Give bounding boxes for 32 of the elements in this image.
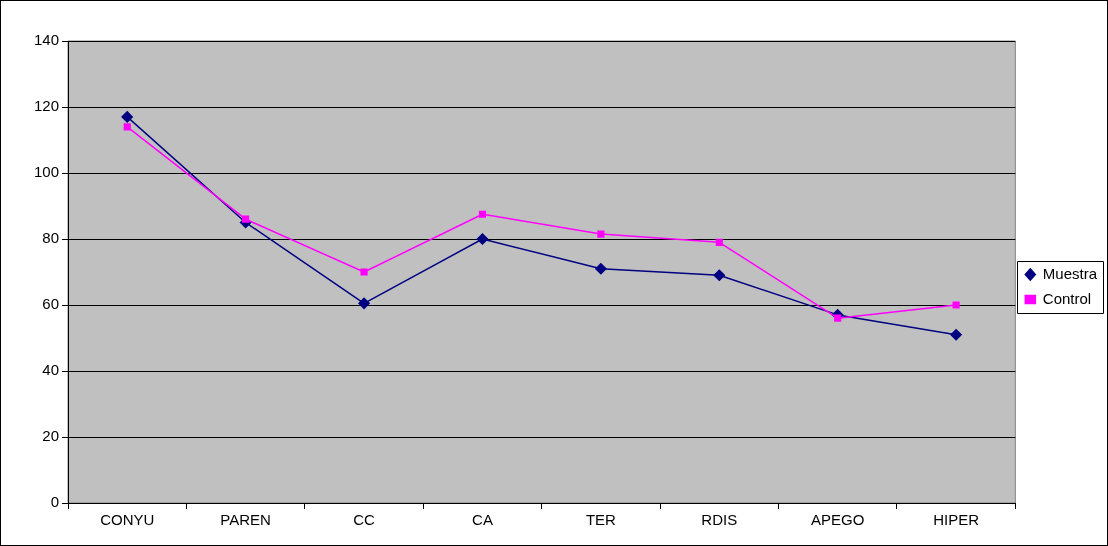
x-tick-label: HIPER	[933, 511, 980, 529]
y-tick-label: 60	[42, 295, 60, 313]
x-tick-label: APEGO	[811, 511, 865, 529]
y-tick-label: 20	[42, 427, 60, 445]
y-tick-label: 80	[42, 229, 60, 247]
y-tick-label: 100	[34, 163, 60, 181]
point	[597, 230, 605, 238]
point	[360, 268, 368, 276]
point	[715, 238, 723, 246]
y-tick-label: 140	[34, 31, 60, 49]
point	[595, 262, 607, 275]
y-tick-label: 0	[50, 493, 60, 511]
point	[952, 301, 960, 309]
point	[950, 328, 962, 341]
point	[478, 210, 487, 218]
point	[834, 314, 842, 322]
x-tick-label: CA	[472, 511, 493, 529]
point	[242, 215, 250, 223]
point	[123, 123, 131, 131]
legend-label: Muestra	[1042, 264, 1098, 282]
y-tick-label: 40	[42, 361, 60, 379]
point	[476, 233, 489, 245]
point	[358, 297, 370, 310]
x-tick-label: CONYU	[100, 511, 155, 529]
legend-label: Control	[1042, 289, 1092, 307]
y-tick-label: 120	[34, 97, 60, 115]
point	[713, 269, 726, 282]
point	[121, 111, 133, 123]
x-tick-label: TER	[585, 511, 617, 529]
x-tick-label: CC	[353, 511, 376, 529]
x-tick-label: PAREN	[220, 511, 271, 529]
x-tick-label: RDIS	[701, 511, 738, 529]
